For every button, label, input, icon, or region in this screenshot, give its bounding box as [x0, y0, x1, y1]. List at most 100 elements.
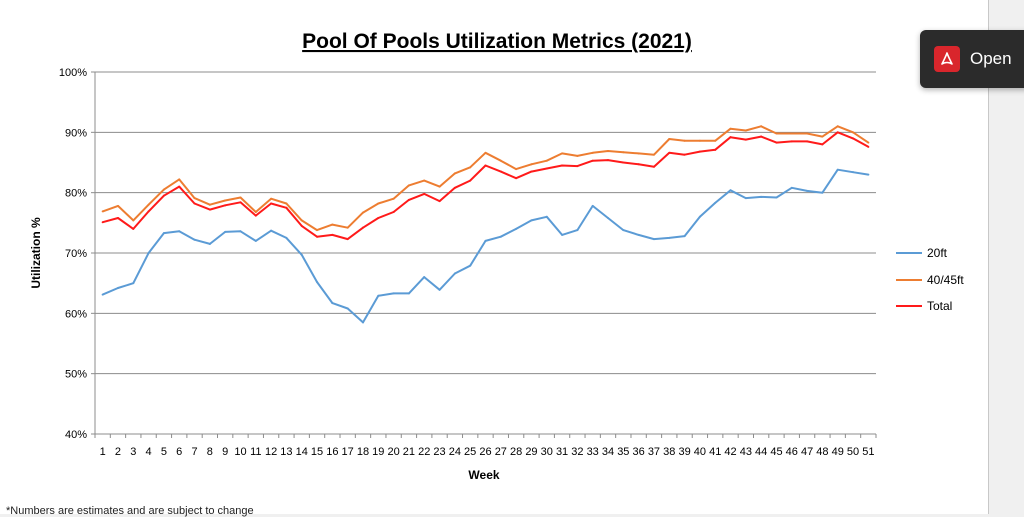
data-point	[132, 282, 135, 285]
x-tick-label: 35	[617, 446, 629, 458]
data-point	[515, 227, 518, 230]
x-tick-label: 47	[801, 446, 813, 458]
x-tick-label: 18	[357, 446, 369, 458]
data-point	[453, 272, 456, 275]
x-tick-label: 36	[633, 446, 645, 458]
data-point	[576, 165, 579, 168]
data-point	[285, 202, 288, 205]
data-point	[698, 139, 701, 142]
x-tick-label: 24	[449, 446, 461, 458]
data-point	[760, 135, 763, 138]
data-point	[162, 232, 165, 235]
data-point	[607, 150, 610, 153]
x-tick-label: 33	[587, 446, 599, 458]
data-point	[591, 151, 594, 154]
data-point	[224, 230, 227, 233]
data-point	[668, 236, 671, 239]
legend: 20ft 40/45ft Total	[896, 246, 964, 313]
data-point	[867, 173, 870, 176]
data-point	[836, 131, 839, 134]
x-tick-label: 16	[326, 446, 338, 458]
data-point	[867, 141, 870, 144]
data-point	[392, 197, 395, 200]
x-tick-label: 38	[663, 446, 675, 458]
data-point	[821, 191, 824, 194]
data-point	[193, 202, 196, 205]
data-point	[407, 184, 410, 187]
data-point	[101, 210, 104, 213]
data-point	[775, 196, 778, 199]
data-point	[515, 168, 518, 171]
x-tick-label: 39	[678, 446, 690, 458]
data-point	[652, 165, 655, 168]
data-point	[821, 135, 824, 138]
data-point	[821, 143, 824, 146]
y-axis-label: Utilization %	[29, 217, 43, 289]
open-pdf-button[interactable]: Open	[920, 30, 1024, 88]
data-point	[101, 293, 104, 296]
data-point	[407, 292, 410, 295]
data-point	[377, 217, 380, 220]
data-point	[576, 154, 579, 157]
data-point	[438, 200, 441, 203]
data-point	[622, 151, 625, 154]
data-point	[316, 229, 319, 232]
data-point	[331, 302, 334, 305]
data-point	[377, 294, 380, 297]
chart-title: Pool Of Pools Utilization Metrics (2021)	[302, 30, 692, 53]
data-point	[499, 159, 502, 162]
gridlines	[95, 71, 876, 435]
data-point	[775, 141, 778, 144]
x-tick-label: 26	[479, 446, 491, 458]
series-line-40-45ft	[102, 125, 869, 232]
data-point	[285, 236, 288, 239]
x-tick-label: 48	[816, 446, 828, 458]
data-point	[775, 132, 778, 135]
data-point	[147, 252, 150, 254]
data-point	[300, 219, 303, 222]
data-point	[836, 125, 839, 128]
x-tick-label: 40	[694, 446, 706, 458]
data-point	[714, 201, 717, 204]
data-point	[270, 197, 273, 200]
data-point	[790, 132, 793, 135]
data-point	[607, 217, 610, 220]
data-point	[484, 164, 487, 167]
x-tick-label: 20	[387, 446, 399, 458]
data-point	[744, 197, 747, 200]
x-tick-label: 13	[280, 446, 292, 458]
data-point	[530, 219, 533, 222]
data-point	[239, 230, 242, 233]
x-tick-label: 19	[372, 446, 384, 458]
x-tick-label: 37	[648, 446, 660, 458]
data-point	[300, 224, 303, 227]
x-tick-label: 34	[602, 446, 614, 458]
x-tick-label: 9	[222, 446, 228, 458]
data-point	[423, 192, 426, 195]
legend-label: Total	[927, 299, 952, 313]
data-point	[101, 221, 104, 224]
data-point	[453, 186, 456, 189]
data-point	[239, 201, 242, 204]
data-point	[162, 194, 165, 197]
data-point	[361, 226, 364, 229]
x-tick-label: 15	[311, 446, 323, 458]
data-point	[576, 229, 579, 232]
data-point	[116, 204, 119, 207]
data-point	[208, 203, 211, 206]
data-point	[132, 227, 135, 230]
x-tick-label: 21	[403, 446, 415, 458]
x-tick-label: 10	[234, 446, 246, 458]
data-point	[790, 140, 793, 143]
data-point	[193, 238, 196, 241]
x-tick-label: 41	[709, 446, 721, 458]
data-point	[377, 202, 380, 205]
data-point	[729, 189, 732, 192]
x-tick-label: 22	[418, 446, 430, 458]
data-point	[224, 204, 227, 207]
data-point	[254, 210, 257, 213]
data-point	[806, 140, 809, 143]
data-point	[698, 150, 701, 153]
data-point	[515, 177, 518, 180]
x-tick-label: 2	[115, 446, 121, 458]
